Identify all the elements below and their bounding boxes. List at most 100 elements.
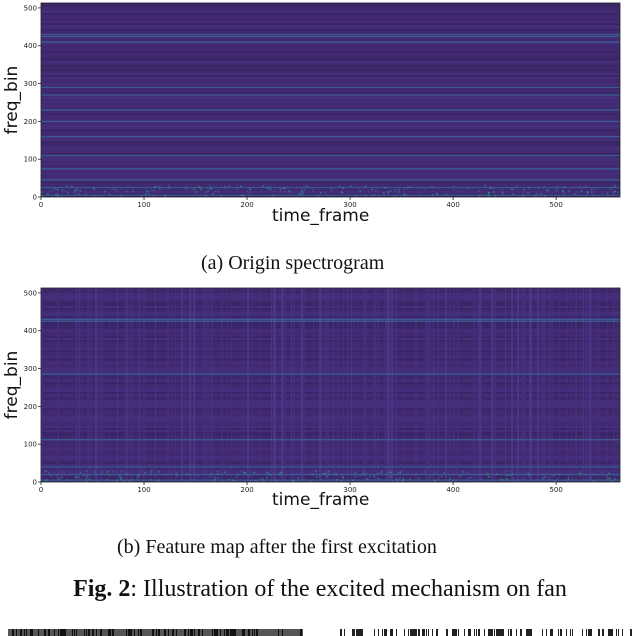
heatmap-row (41, 171, 620, 173)
strip-bar (378, 629, 379, 636)
heatmap-column (221, 288, 223, 482)
strip-bar (582, 629, 583, 636)
heatmap-speckle (154, 186, 157, 188)
heatmap-speckle (365, 472, 367, 475)
strip-bar (230, 629, 232, 636)
heatmap-row (41, 81, 620, 83)
heatmap-row (41, 402, 620, 404)
heatmap-column (493, 288, 495, 482)
heatmap-speckle (488, 195, 490, 197)
y-axis-label: freq_bin (2, 350, 22, 420)
heatmap-row (41, 61, 620, 63)
heatmap-column (537, 288, 539, 482)
strip-bar (498, 629, 500, 636)
heatmap-speckle (280, 471, 282, 474)
heatmap-speckle (45, 479, 48, 481)
heatmap-speckle (362, 471, 365, 473)
strip-bar (12, 629, 14, 636)
heatmap-column (445, 288, 447, 482)
strip-bar (586, 629, 587, 636)
heatmap-row (41, 189, 620, 191)
y-axis-label: freq_bin (2, 65, 22, 135)
heatmap-speckle (108, 193, 111, 196)
heatmap-speckle (368, 478, 371, 481)
y-tick-label: 400 (24, 42, 37, 50)
heatmap-speckle (47, 472, 50, 474)
heatmap-speckle (240, 185, 242, 187)
heatmap-column (127, 288, 128, 482)
heatmap-speckle (389, 471, 391, 474)
heatmap-speckle (522, 193, 525, 195)
heatmap-column (139, 288, 140, 482)
strip-bar (484, 629, 485, 636)
heatmap-speckle (402, 477, 405, 480)
heatmap-speckle (128, 480, 130, 482)
heatmap-column (613, 288, 615, 482)
heatmap-column (137, 288, 138, 482)
heatmap-speckle (376, 472, 379, 475)
heatmap-speckle (521, 194, 524, 197)
heatmap-speckle (571, 479, 573, 482)
heatmap-speckle (272, 194, 275, 197)
heatmap-column (505, 288, 506, 482)
heatmap-speckle (290, 474, 293, 476)
heatmap-speckle (253, 471, 256, 474)
strip-bar (566, 629, 567, 636)
heatmap-speckle (594, 480, 596, 482)
heatmap-speckle (84, 193, 87, 196)
heatmap-speckle (228, 478, 230, 480)
strip-bar (414, 629, 416, 636)
heatmap-feature-map (41, 288, 620, 482)
heatmap-row (41, 390, 620, 392)
heatmap-row (41, 344, 620, 346)
heatmap-speckle (533, 195, 536, 197)
heatmap-row (41, 9, 620, 11)
heatmap-speckle (267, 187, 270, 190)
strip-bar (38, 629, 39, 636)
heatmap-speckle (269, 188, 272, 191)
heatmap-column (473, 288, 475, 482)
heatmap-column (543, 288, 545, 482)
heatmap-speckle (140, 194, 142, 197)
heatmap-row (41, 57, 620, 59)
heatmap-speckle (359, 475, 361, 477)
strip-bar (570, 629, 571, 636)
heatmap-speckle (564, 479, 566, 481)
heatmap-speckle (523, 189, 525, 191)
heatmap-row (41, 384, 620, 386)
strip-bar (530, 629, 532, 636)
heatmap-column (597, 288, 598, 482)
heatmap-speckle (228, 185, 230, 187)
heatmap-row (41, 324, 620, 326)
heatmap-speckle (312, 189, 314, 191)
heatmap-row (41, 103, 620, 105)
heatmap-speckle (380, 472, 382, 474)
figure-label: Fig. 2 (73, 576, 131, 602)
heatmap-band (41, 154, 620, 157)
heatmap-speckle (366, 478, 369, 480)
heatmap-column (319, 288, 321, 482)
heatmap-speckle (403, 195, 405, 197)
heatmap-speckle (608, 477, 611, 479)
heatmap-speckle (192, 479, 195, 481)
heatmap-row (41, 119, 620, 121)
heatmap-row (41, 157, 620, 159)
heatmap-speckle (57, 473, 59, 476)
heatmap-band (41, 320, 620, 322)
heatmap-speckle (607, 478, 609, 481)
heatmap-column (213, 288, 214, 482)
heatmap-speckle (125, 190, 127, 193)
heatmap-speckle (462, 471, 464, 473)
heatmap-speckle (125, 473, 128, 475)
heatmap-row (41, 342, 620, 344)
heatmap-speckle (445, 193, 448, 196)
heatmap-speckle (381, 480, 384, 482)
heatmap-speckle (487, 476, 490, 478)
heatmap-speckle (263, 480, 265, 482)
heatmap-speckle (328, 473, 330, 476)
heatmap-speckle (262, 185, 264, 187)
heatmap-speckle (260, 190, 262, 193)
strip-bar (176, 629, 177, 636)
heatmap-speckle (289, 190, 292, 192)
heatmap-row (41, 39, 620, 41)
